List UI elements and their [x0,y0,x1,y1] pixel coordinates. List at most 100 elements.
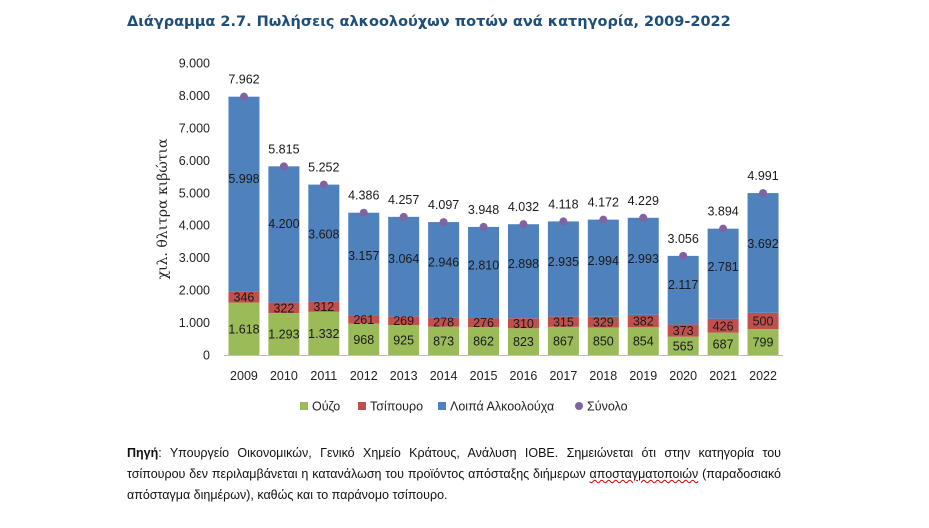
data-label-other: 3.064 [388,252,419,266]
y-tick-label: 3.000 [179,251,210,265]
chart-title: Διάγραμμα 2.7. Πωλήσεις αλκοολούχων ποτώ… [127,14,731,30]
y-tick-label: 0 [203,349,210,363]
source-text-before: : Υπουργείο Οικονομικών, Γενικό Χημείο Κ… [127,446,781,481]
bar-segment-other [667,255,699,325]
x-tick-label: 2016 [510,369,538,383]
data-label-ouzo: 1.293 [268,328,299,342]
x-tick-label: 2019 [629,369,657,383]
legend-label: Σύνολο [587,400,628,414]
bar-segment-ouzo [507,328,539,355]
x-tick-label: 2013 [390,369,418,383]
x-tick-label: 2011 [310,369,337,383]
bar-segment-other [627,217,659,315]
total-label: 4.032 [508,200,539,214]
legend-label: Λοιπά Αλκοολούχα [450,400,554,414]
total-marker [479,222,488,231]
legend-swatch [438,402,446,410]
data-label-other: 2.810 [468,259,499,273]
x-tick-label: 2017 [549,369,577,383]
total-marker [639,213,648,222]
bar-segment-ouzo [707,332,739,355]
total-marker [519,220,528,229]
y-tick-label: 5.000 [179,186,210,200]
bar-segment-tsipouro [667,324,699,337]
stacked-bar-chart: 0 1.000 2.000 3.000 4.000 5.000 6.000 7.000 8.00… [155,57,783,414]
bar-segment-other [428,222,460,318]
bar-segment-tsipouro [587,316,619,328]
total-marker [279,162,288,171]
data-label-other: 2.117 [668,278,698,292]
bar-segment-tsipouro [348,315,380,324]
x-tick-label: 2015 [470,369,498,383]
data-label-ouzo: 687 [713,337,734,351]
total-marker [239,92,248,101]
bar-segment-other [587,219,619,317]
data-label-ouzo: 1.618 [228,322,259,336]
data-label-ouzo: 799 [753,336,774,350]
bar-segment-other [268,166,300,303]
data-label-tsipouro: 315 [553,315,574,329]
data-label-other: 3.692 [747,237,778,251]
bar-segment-ouzo [428,326,460,355]
bar-segment-ouzo [268,313,300,355]
bar-segment-tsipouro [268,302,300,314]
data-label-other: 2.781 [707,260,738,274]
y-tick-label: 8.000 [179,89,210,103]
bar-segment-ouzo [547,326,579,355]
x-tick-label: 2018 [589,369,617,383]
legend-swatch [300,402,308,410]
source-label: Πηγή [127,446,159,460]
x-tick-label: 2020 [669,369,697,383]
bar-segment-tsipouro [468,318,500,328]
data-label-tsipouro: 329 [593,316,614,330]
x-tick-label: 2010 [270,369,298,383]
total-label: 3.056 [668,232,699,246]
data-label-tsipouro: 261 [353,313,374,327]
data-label-ouzo: 1.332 [308,327,339,341]
y-tick-label: 9.000 [179,57,210,71]
total-label: 4.229 [628,194,659,208]
x-tick-label: 2014 [430,369,458,383]
data-label-other: 2.994 [588,254,619,268]
data-label-tsipouro: 426 [713,319,734,333]
bar-segment-ouzo [627,327,659,355]
total-label: 3.894 [707,205,738,219]
data-label-tsipouro: 312 [313,300,334,314]
total-label: 5.252 [308,161,339,175]
data-label-other: 2.898 [508,257,539,271]
total-label: 4.118 [548,197,578,211]
bar-segment-other [507,224,539,319]
y-tick-label: 6.000 [179,154,210,168]
total-label: 3.948 [468,203,499,217]
bar-segment-tsipouro [388,316,420,325]
bar-segment-tsipouro [627,314,659,328]
total-marker [679,251,688,260]
total-marker [719,224,728,233]
bar-segment-other [468,226,500,319]
total-label: 5.815 [268,142,299,156]
bar-segment-ouzo [468,327,500,355]
bar-segment-tsipouro [507,318,539,329]
bar-segment-ouzo [747,329,779,355]
bar-segment-ouzo [308,311,340,355]
legend-label: Ούζο [312,400,340,414]
bar-segment-tsipouro [308,301,340,312]
y-tick-label: 4.000 [179,219,210,233]
x-tick-label: 2022 [749,369,777,383]
total-label: 4.991 [747,169,778,183]
data-label-tsipouro: 269 [393,314,414,328]
legend-label: Τσίπουρο [370,400,423,414]
bar-segment-tsipouro [547,316,579,327]
total-marker [319,180,328,189]
bar-segment-ouzo [228,302,260,355]
data-label-other: 2.935 [548,255,579,269]
bar-segment-tsipouro [428,317,460,327]
total-marker [359,208,368,217]
y-tick-label: 2.000 [179,284,210,298]
total-marker [399,212,408,221]
bar-segment-tsipouro [228,291,260,303]
bar-segment-other [747,193,779,313]
total-marker [439,218,448,227]
data-label-tsipouro: 500 [753,314,774,328]
source-note: Πηγή: Υπουργείο Οικονομικών, Γενικό Χημε… [127,443,781,506]
